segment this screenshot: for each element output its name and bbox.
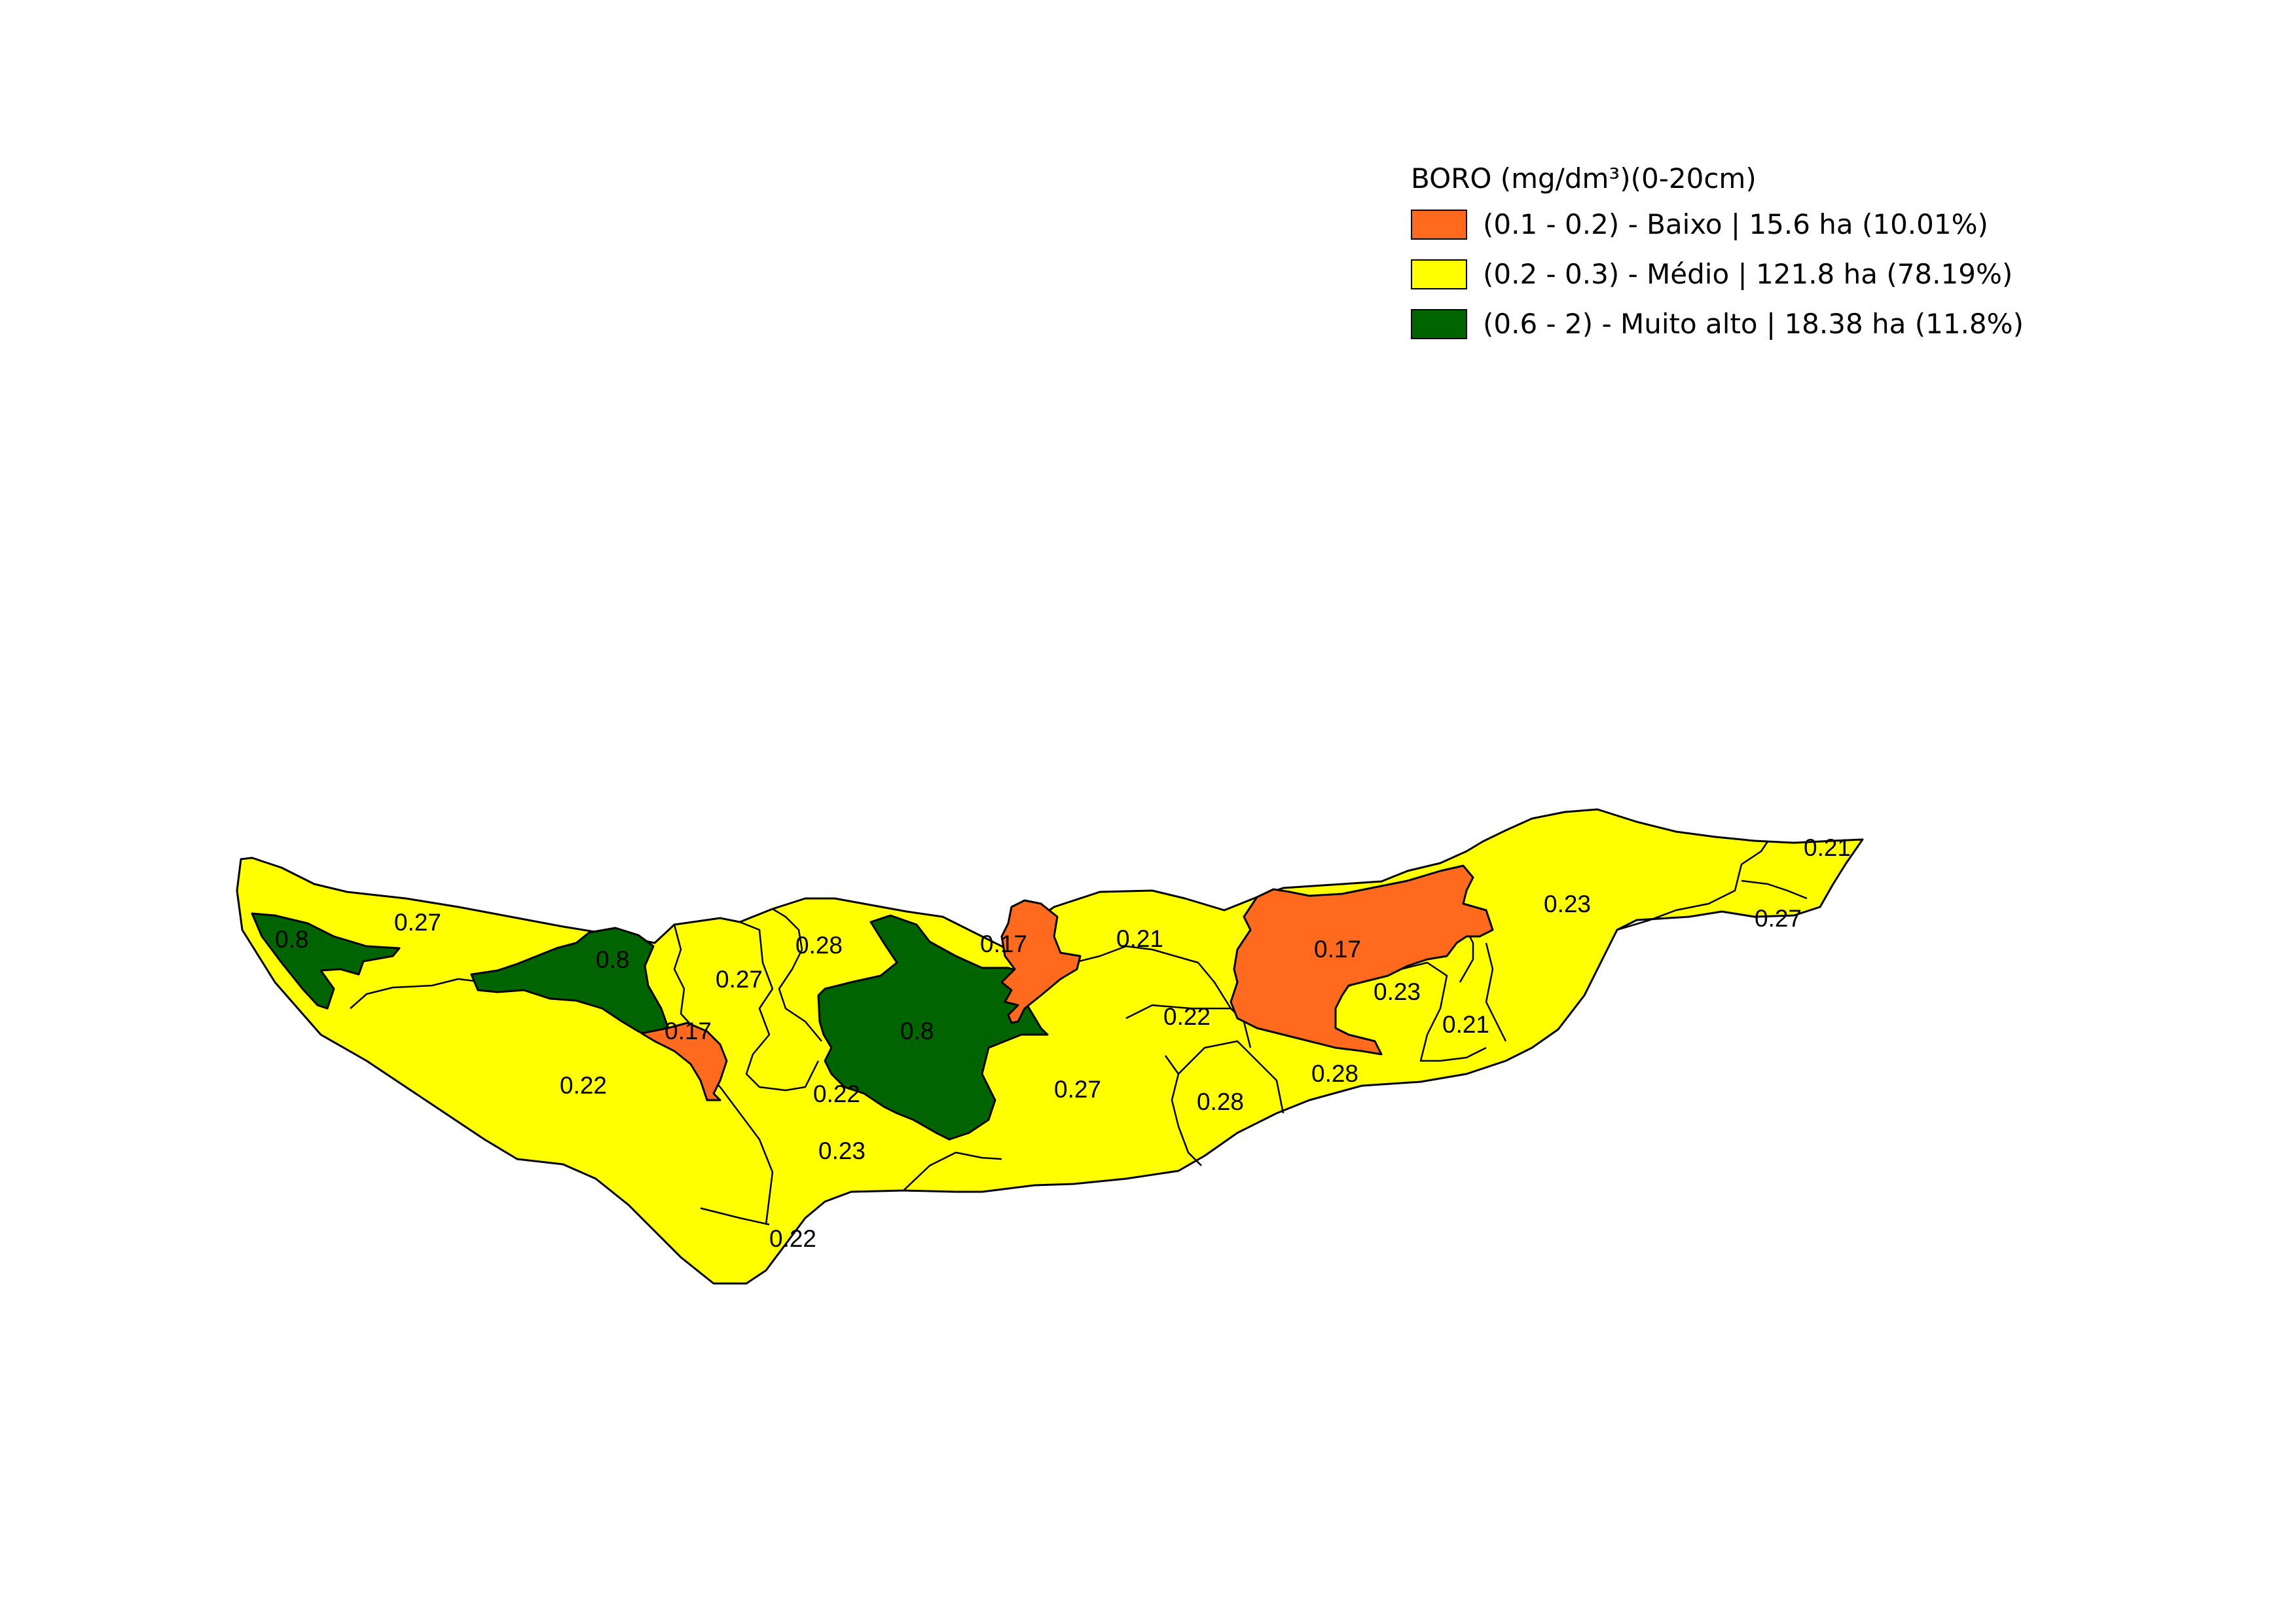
zone-muito-alto-northwest — [470, 927, 669, 1037]
zone-label: 0.28 — [1197, 1088, 1244, 1115]
zone-boundary — [1616, 841, 1769, 931]
legend-item-baixo: (0.1 - 0.2) - Baixo | 15.6 ha (10.01%) — [1411, 200, 2024, 249]
zone-label: 0.23 — [1374, 978, 1421, 1005]
zone-baixo-central — [1000, 899, 1082, 1024]
zone-label: 0.17 — [980, 931, 1027, 957]
zone-label: 0.22 — [560, 1072, 607, 1099]
field-outline — [236, 808, 1864, 1285]
legend-item-muito-alto: (0.6 - 2) - Muito alto | 18.38 ha (11.8%… — [1411, 299, 2024, 349]
zone-label-group: 0.8 0.27 0.8 0.27 0.28 0.17 0.21 0.17 0.… — [275, 834, 1851, 1252]
legend-title: BORO (mg/dm³)(0-20cm) — [1411, 162, 1757, 194]
legend-item-medio: (0.2 - 0.3) - Médio | 121.8 ha (78.19%) — [1411, 249, 2024, 299]
zone-label: 0.23 — [1544, 891, 1591, 917]
legend-swatch-baixo — [1411, 210, 1467, 240]
zone-boundary — [1485, 942, 1507, 1042]
legend-swatch-medio — [1411, 259, 1467, 289]
zone-label: 0.27 — [1755, 905, 1802, 932]
zone-label: 0.21 — [1804, 834, 1851, 861]
legend-label-baixo: (0.1 - 0.2) - Baixo | 15.6 ha (10.01%) — [1483, 208, 1988, 240]
zone-label: 0.8 — [596, 946, 629, 973]
zone-label: 0.17 — [665, 1018, 712, 1044]
zone-label: 0.8 — [275, 926, 308, 953]
legend: BORO (mg/dm³)(0-20cm) (0.1 - 0.2) - Baix… — [1411, 160, 2024, 349]
zone-label: 0.21 — [1442, 1011, 1489, 1038]
zone-baixo-east — [1230, 864, 1494, 1056]
zone-label: 0.21 — [1116, 925, 1163, 952]
zone-label: 0.27 — [716, 966, 763, 993]
zone-boundary — [903, 1151, 1002, 1191]
zone-label: 0.22 — [1163, 1003, 1211, 1030]
legend-label-medio: (0.2 - 0.3) - Médio | 121.8 ha (78.19%) — [1483, 258, 2013, 290]
zone-label: 0.8 — [900, 1018, 934, 1044]
legend-swatch-muito-alto — [1411, 309, 1467, 339]
zone-boundary — [720, 1086, 774, 1225]
zone-label: 0.28 — [1311, 1060, 1358, 1087]
zone-boundary — [1164, 1055, 1202, 1166]
zone-label: 0.27 — [394, 909, 441, 936]
zone-label: 0.23 — [818, 1137, 866, 1164]
zone-boundary — [1125, 1004, 1252, 1048]
zone-label: 0.17 — [1314, 936, 1361, 963]
zone-muito-alto-central — [817, 914, 1049, 1141]
legend-label-muito-alto: (0.6 - 2) - Muito alto | 18.38 ha (11.8%… — [1483, 308, 2024, 340]
zone-boundary — [700, 1207, 770, 1226]
zone-boundary — [772, 908, 822, 1042]
zone-label: 0.22 — [813, 1080, 860, 1107]
zone-label: 0.27 — [1054, 1076, 1101, 1103]
zone-label: 0.28 — [795, 932, 843, 959]
zone-boundary — [1741, 879, 1808, 900]
zone-boundary — [739, 921, 820, 1092]
zone-label: 0.22 — [769, 1225, 816, 1252]
zone-muito-alto-west — [251, 912, 401, 1010]
zone-boundary — [1178, 1040, 1285, 1114]
zone-baixo-west — [640, 1022, 728, 1101]
